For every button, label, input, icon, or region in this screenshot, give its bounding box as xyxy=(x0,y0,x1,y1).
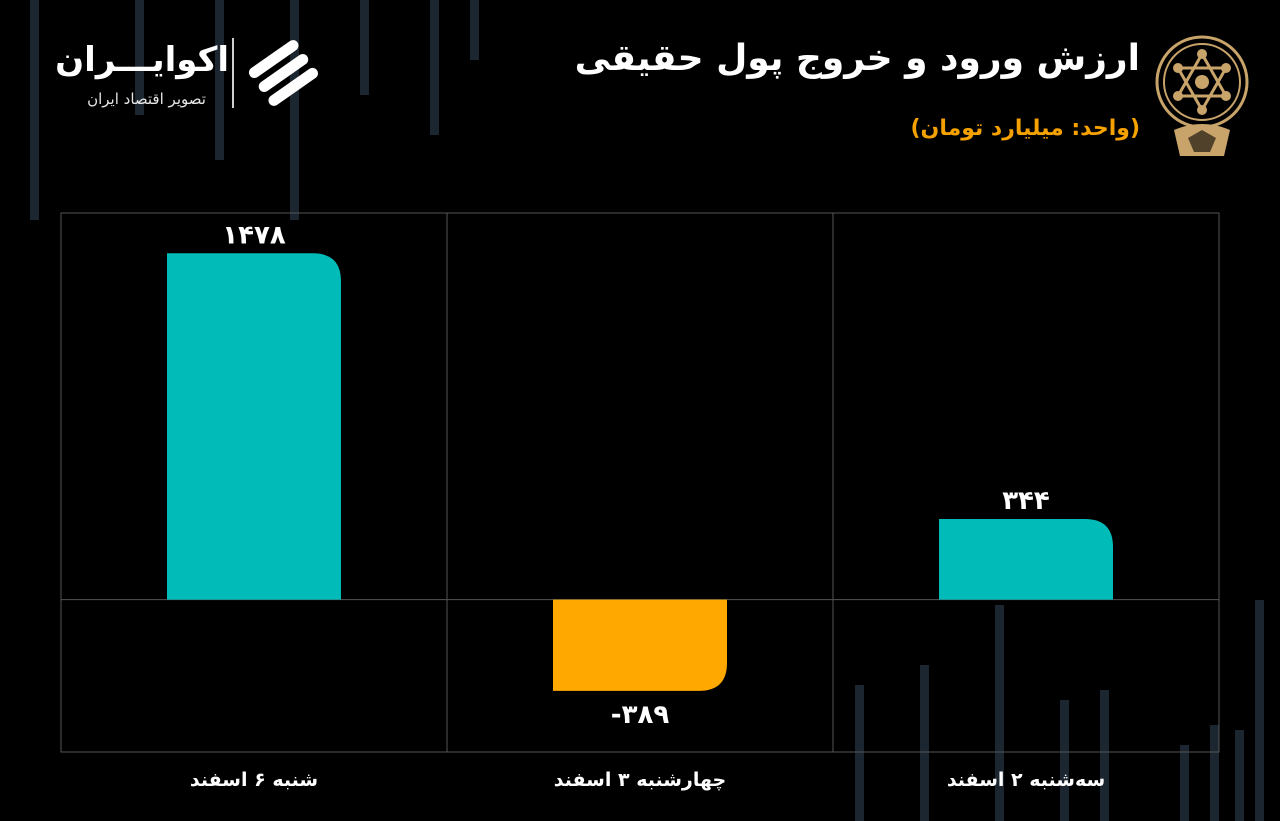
bar xyxy=(167,253,341,600)
ecoiran-logo-icon xyxy=(248,40,318,106)
background-candle xyxy=(1180,745,1189,821)
category-label: شنبه ۶ اسفند xyxy=(190,769,318,791)
background-candle xyxy=(1235,730,1244,821)
background-candle xyxy=(290,0,299,220)
data-label: ۱۴۷۸ xyxy=(222,220,286,250)
brand-name: اکوایـــران xyxy=(55,40,229,80)
data-label: ۳۴۴ xyxy=(1002,486,1050,516)
brand-tagline: تصویر اقتصاد ایران xyxy=(87,90,206,108)
background-candle xyxy=(1210,725,1219,821)
background-candle xyxy=(855,685,864,821)
plot-frame xyxy=(60,212,1220,753)
chart-unit-subtitle: (واحد: میلیارد تومان) xyxy=(910,116,1141,141)
background-candle xyxy=(30,0,39,220)
brand-divider xyxy=(232,38,234,108)
background-candle xyxy=(360,0,369,95)
category-label: سه‌شنبه ۲ اسفند xyxy=(947,769,1105,791)
background-candle xyxy=(920,665,929,821)
chart-title: ارزش ورود و خروج پول حقیقی xyxy=(574,38,1140,79)
background-candle xyxy=(1255,600,1264,821)
tehran-stock-exchange-emblem-icon xyxy=(1155,35,1249,156)
background-candle xyxy=(430,0,439,135)
background-candle xyxy=(135,0,144,115)
data-label: -۳۸۹ xyxy=(611,700,670,730)
bar xyxy=(553,599,727,691)
background-candle xyxy=(215,0,224,160)
background-candle xyxy=(1060,700,1069,821)
background-candle xyxy=(470,0,479,60)
bar xyxy=(939,519,1113,600)
category-label: چهارشنبه ۳ اسفند xyxy=(554,769,726,791)
background-candle xyxy=(995,605,1004,821)
background-candle xyxy=(1100,690,1109,821)
